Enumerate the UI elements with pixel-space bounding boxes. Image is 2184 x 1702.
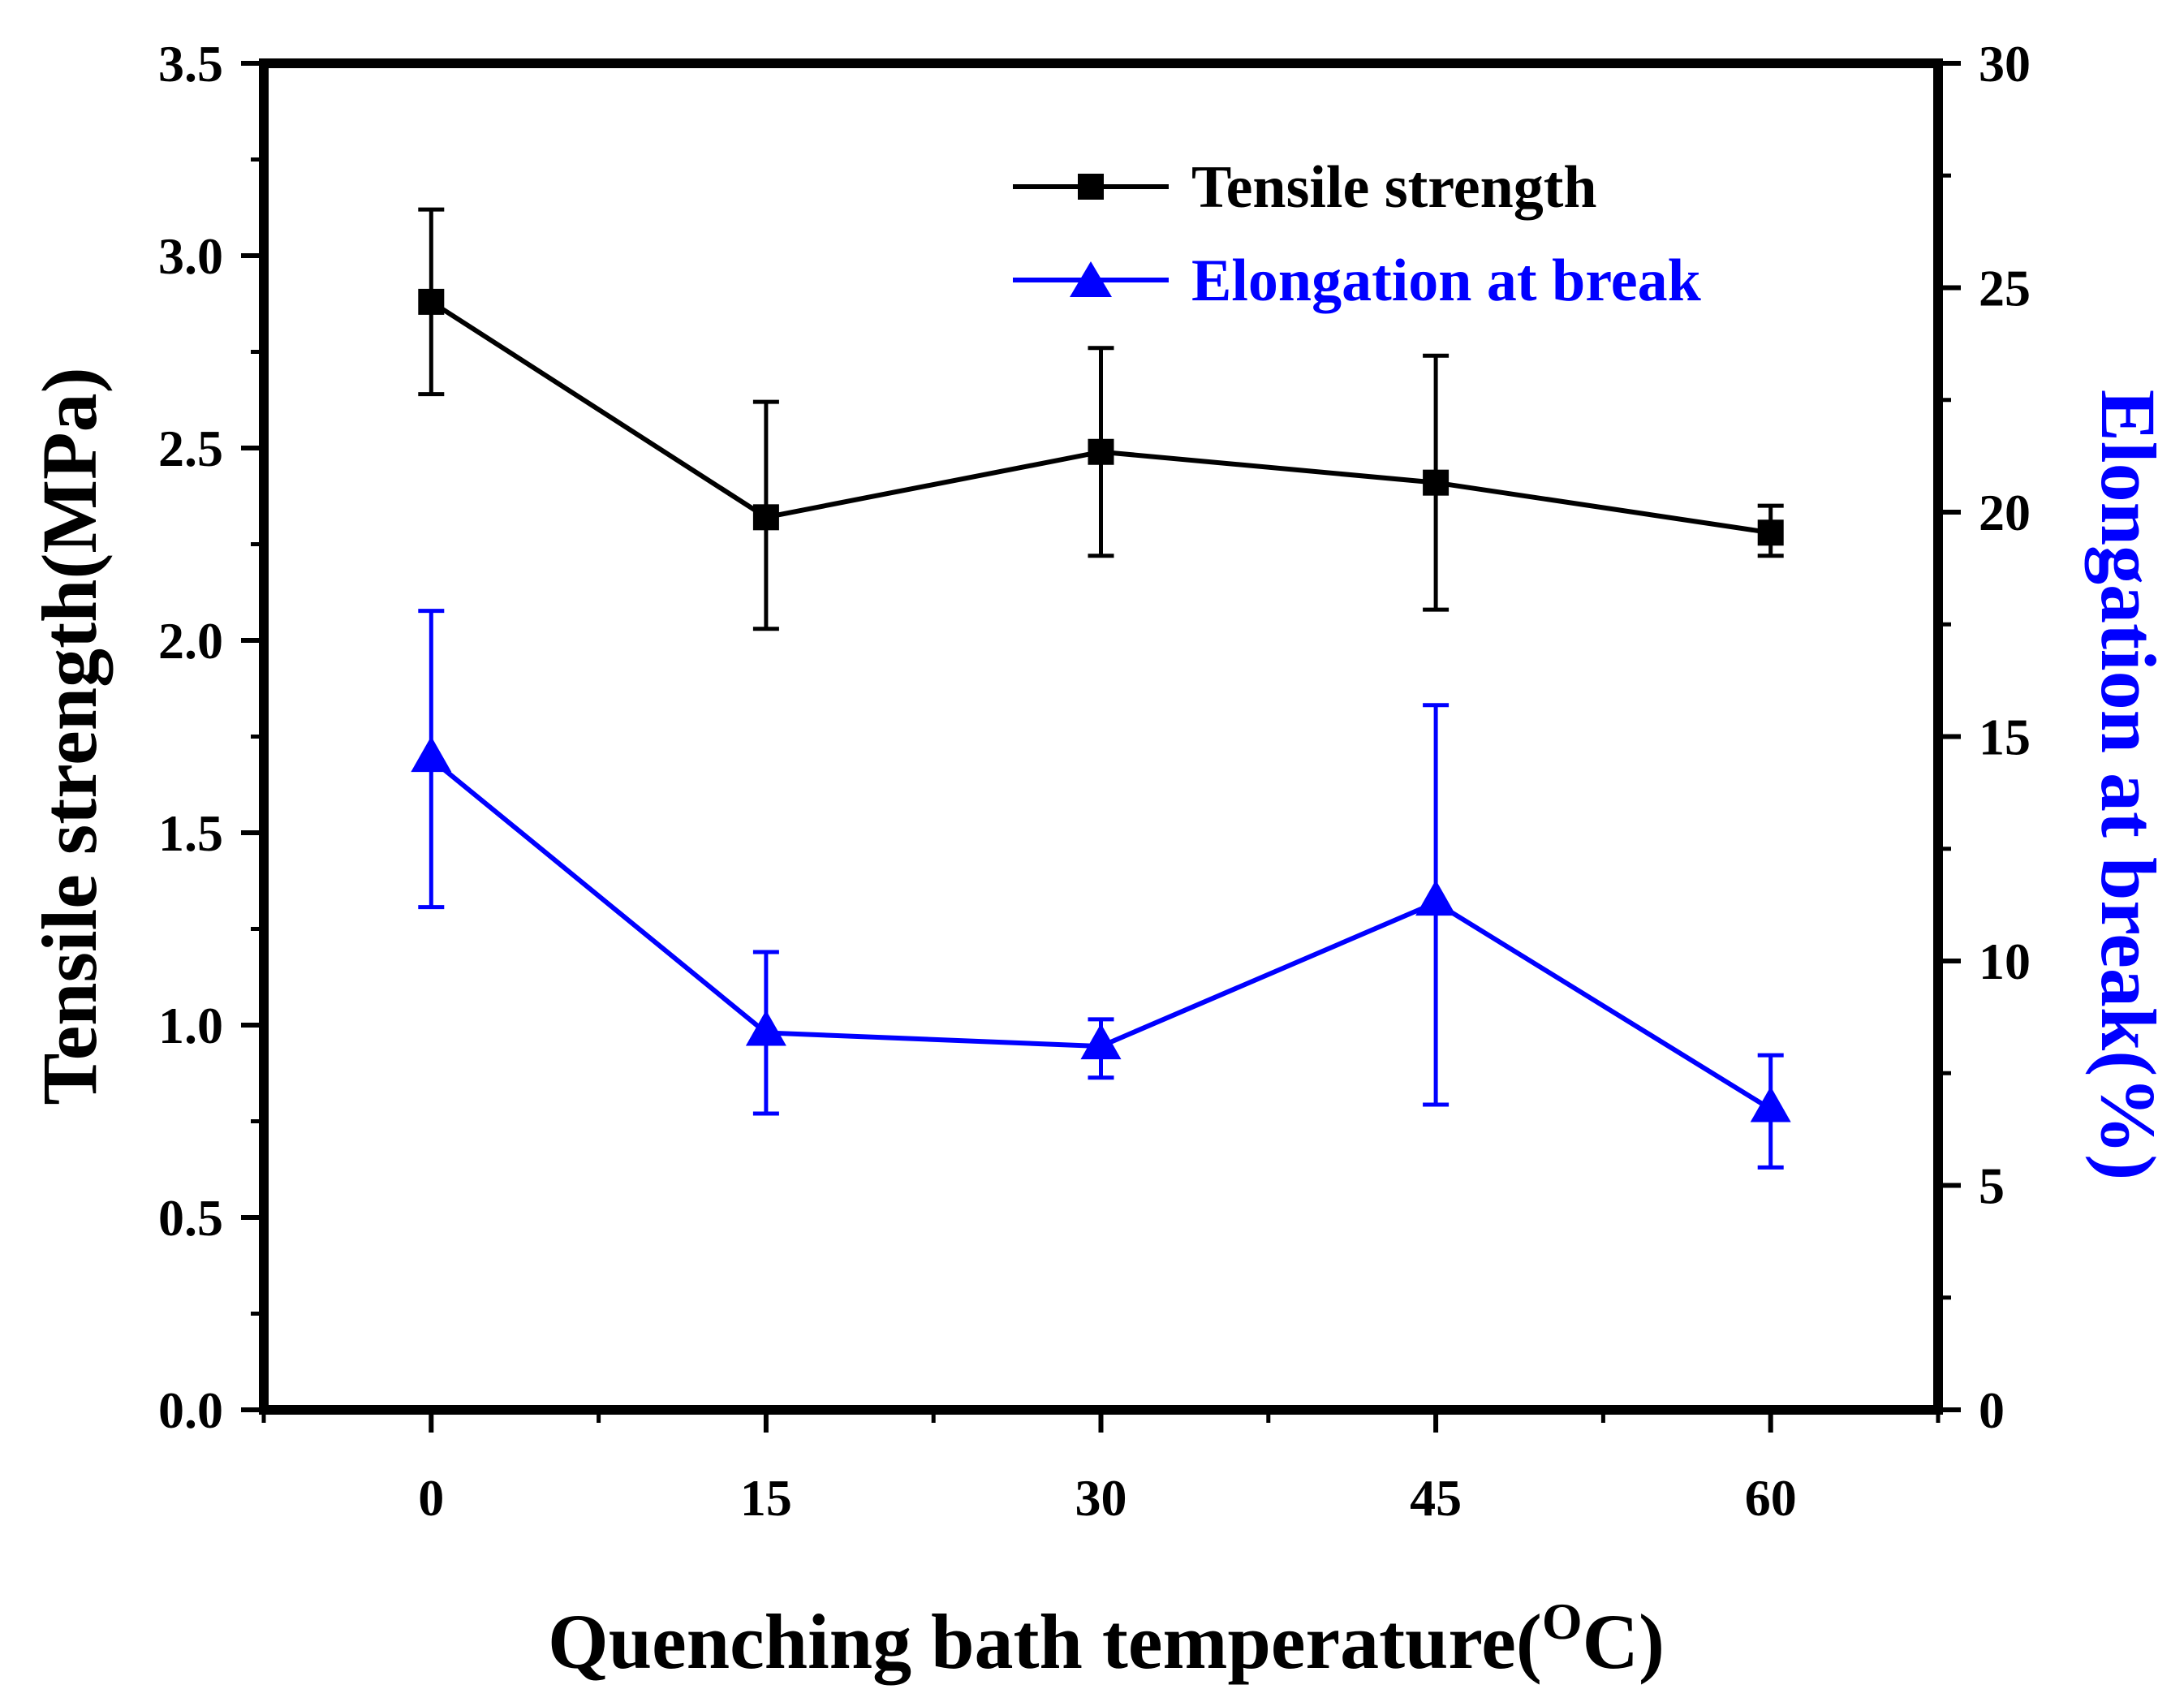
x-tick-label: 45: [1410, 1469, 1462, 1527]
y-right-tick-label: 5: [1979, 1157, 2005, 1215]
data-point-square: [1088, 438, 1114, 465]
legend-entry-elongation-at-break: Elongation at break: [1013, 248, 1702, 314]
data-point-triangle: [745, 1010, 786, 1046]
series-tensile-strength: [418, 207, 1784, 631]
legend-label-elongation-at-break: Elongation at break: [1191, 248, 1702, 314]
y-axis-left-title: Tensile strength(MPa): [26, 367, 113, 1105]
y-axis-right-title: Elongation at break(%): [2085, 390, 2172, 1180]
data-point-triangle: [411, 736, 452, 773]
legend-label-tensile-strength: Tensile strength: [1191, 154, 1597, 221]
y-left-tick-label: 2.0: [158, 612, 223, 670]
y-right-tick-label: 20: [1979, 484, 2031, 541]
x-tick-label: 30: [1075, 1469, 1127, 1527]
data-point-square: [1757, 519, 1784, 546]
x-tick-label: 15: [740, 1469, 792, 1527]
series-layer: [411, 207, 1791, 1170]
x-tick-label: 60: [1745, 1469, 1797, 1527]
data-point-square: [752, 504, 779, 531]
y-left-tick-label: 3.0: [158, 227, 223, 285]
y-right-tick-label: 10: [1979, 933, 2031, 990]
data-point-triangle: [1080, 1023, 1122, 1060]
x-tick-label: 0: [418, 1469, 444, 1527]
legend-marker-triangle: [1070, 261, 1112, 297]
y-left-tick-label: 3.5: [158, 35, 223, 93]
y-left-tick-label: 2.5: [158, 420, 223, 477]
data-point-triangle: [1415, 880, 1457, 916]
y-right-tick-label: 15: [1979, 709, 2031, 766]
ticks-layer: [241, 61, 1961, 1433]
legend-entry-tensile-strength: Tensile strength: [1013, 154, 1597, 221]
y-right-tick-label: 25: [1979, 260, 2031, 317]
legend: Tensile strength Elongation at break: [1013, 154, 1702, 314]
x-axis-title: Quenching bath temperature(OC): [548, 1592, 1665, 1685]
y-left-tick-label: 1.5: [158, 804, 223, 862]
y-left-tick-label: 0.0: [158, 1381, 223, 1439]
data-point-square: [1423, 469, 1450, 496]
y-right-tick-label: 30: [1979, 35, 2031, 93]
data-point-square: [418, 288, 445, 315]
legend-marker-square: [1078, 174, 1104, 200]
y-left-tick-label: 0.5: [158, 1189, 223, 1247]
y-left-tick-label: 1.0: [158, 997, 223, 1054]
y-right-tick-label: 0: [1979, 1381, 2005, 1439]
tick-labels-layer: 0.0 0.5 1.0 1.5 2.0 2.5 3.0 3.5 0 5 10 15 20 25 30 0 15 3…: [158, 35, 2031, 1527]
data-point-triangle: [1750, 1086, 1791, 1122]
series-elongation-at-break: [411, 609, 1791, 1170]
